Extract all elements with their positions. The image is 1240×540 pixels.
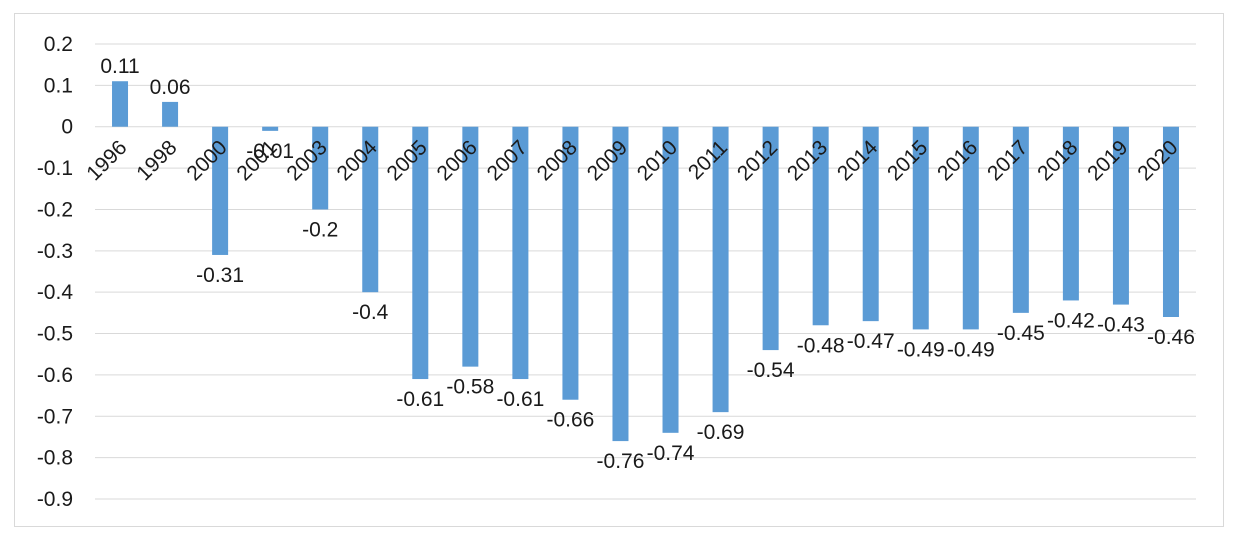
y-tick-label: -0.7 [37, 405, 73, 428]
data-label: -0.49 [947, 338, 995, 361]
data-label: -0.76 [597, 450, 645, 473]
y-axis-tick-labels: 0.2 0.1 0 -0.1 -0.2 -0.3 -0.4 -0.5 -0.6 -0.7 -0.8 -… [37, 33, 74, 511]
bar [912, 126, 929, 330]
bar [162, 101, 179, 127]
y-tick-label: -0.1 [37, 157, 73, 180]
data-label: -0.48 [797, 334, 845, 357]
data-label: -0.31 [196, 264, 244, 287]
y-tick-label: -0.5 [37, 323, 73, 346]
x-tick-label: 1996 [82, 136, 131, 185]
y-tick-label: -0.6 [37, 364, 73, 387]
data-labels: 0.110.06-0.31-0.01-0.2-0.4-0.61-0.58-0.6… [100, 55, 1195, 473]
data-label: -0.47 [847, 330, 895, 353]
y-tick-label: -0.9 [37, 488, 73, 511]
bar [212, 126, 229, 255]
data-label: -0.45 [997, 322, 1045, 345]
bar [1012, 126, 1029, 313]
bar [762, 126, 779, 351]
y-tick-label: -0.8 [37, 447, 73, 470]
bar [812, 126, 829, 326]
gridlines [95, 43, 1196, 500]
data-label: -0.2 [302, 218, 338, 241]
y-tick-label: -0.2 [37, 198, 73, 221]
data-label: -0.61 [496, 388, 544, 411]
data-label: -0.54 [747, 359, 795, 382]
bar [1112, 126, 1129, 305]
data-label: -0.46 [1147, 326, 1195, 349]
y-tick-label: -0.3 [37, 240, 73, 263]
bar [512, 126, 529, 380]
data-label: -0.74 [647, 442, 695, 465]
bar [1162, 126, 1179, 318]
bar [712, 126, 729, 413]
bar [462, 126, 479, 367]
data-label: -0.69 [697, 421, 745, 444]
y-tick-label: 0.1 [44, 74, 73, 97]
bar [662, 126, 679, 433]
data-label: -0.66 [546, 409, 594, 432]
bar [962, 126, 979, 330]
x-tick-label: 1998 [132, 136, 181, 185]
bar [112, 81, 129, 127]
y-tick-label: 0 [61, 116, 73, 139]
bar [312, 126, 329, 210]
bar [1062, 126, 1079, 301]
bar [562, 126, 579, 400]
data-label: 0.11 [100, 55, 139, 78]
data-label: 0.06 [150, 76, 191, 99]
data-label: -0.42 [1047, 309, 1095, 332]
data-label: -0.58 [446, 376, 494, 399]
data-label: -0.43 [1097, 314, 1145, 337]
bars [112, 81, 1179, 442]
data-label: -0.4 [352, 301, 389, 324]
bar [362, 126, 379, 293]
data-label: -0.61 [396, 388, 444, 411]
data-label: -0.01 [246, 140, 294, 163]
bar [412, 126, 429, 380]
bar [862, 126, 879, 322]
data-label: -0.49 [897, 338, 945, 361]
y-tick-label: 0.2 [44, 33, 73, 56]
y-tick-label: -0.4 [37, 281, 74, 304]
bar [612, 126, 629, 442]
bar [262, 126, 279, 131]
